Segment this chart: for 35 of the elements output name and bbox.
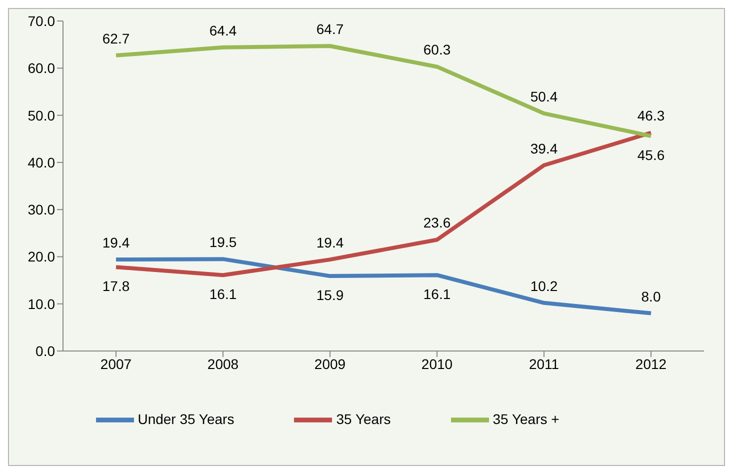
- data-label: 50.4: [530, 88, 558, 104]
- y-tick-label: 40.0: [28, 154, 56, 170]
- data-label: 64.7: [316, 20, 344, 37]
- data-label: 17.8: [102, 278, 130, 294]
- data-label: 16.1: [209, 286, 237, 302]
- y-tick-label: 10.0: [28, 296, 56, 312]
- data-label: 46.3: [637, 108, 665, 124]
- data-label: 64.4: [209, 22, 237, 38]
- data-label: 19.4: [316, 234, 344, 251]
- data-label: 60.3: [423, 42, 451, 58]
- x-tick-label: 2008: [207, 356, 239, 372]
- y-tick-label: 30.0: [28, 202, 56, 218]
- legend-label: 35 Years +: [492, 410, 560, 427]
- data-label: 19.5: [209, 234, 237, 250]
- data-label: 10.2: [530, 278, 558, 294]
- y-tick-label: 0.0: [36, 342, 56, 359]
- y-tick-label: 70.0: [28, 12, 56, 29]
- legend-label: Under 35 Years: [138, 410, 234, 427]
- y-tick-label: 20.0: [28, 248, 56, 265]
- x-tick-label: 2009: [314, 356, 346, 372]
- data-label: 19.4: [102, 234, 130, 251]
- legend-label: 35 Years: [336, 410, 391, 427]
- data-label: 39.4: [530, 140, 558, 156]
- x-tick-label: 2012: [635, 356, 667, 372]
- y-tick-label: 60.0: [28, 60, 56, 76]
- x-tick-label: 2007: [100, 356, 132, 372]
- data-label: 62.7: [102, 30, 130, 46]
- data-label: 15.9: [316, 287, 344, 304]
- x-tick-label: 2011: [528, 356, 560, 372]
- data-label: 23.6: [423, 214, 451, 231]
- x-tick-label: 2010: [421, 356, 453, 372]
- data-label: 8.0: [641, 288, 661, 304]
- data-label: 16.1: [423, 286, 451, 302]
- data-label: 45.6: [637, 147, 665, 164]
- y-tick-label: 50.0: [28, 107, 56, 124]
